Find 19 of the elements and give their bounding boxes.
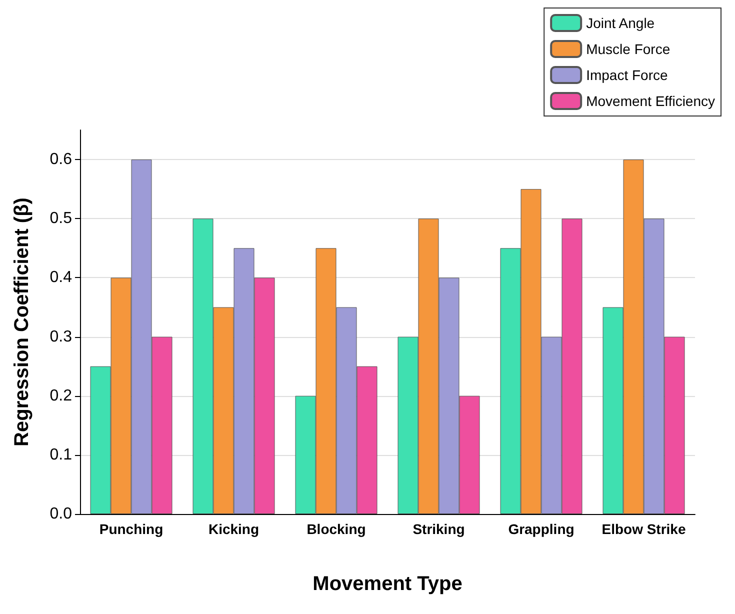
y-tick-label: 0.5 bbox=[50, 210, 72, 228]
x-tick-label: Grappling bbox=[508, 521, 574, 537]
y-tick-label: 0.4 bbox=[50, 269, 72, 286]
x-tick-label: Punching bbox=[99, 521, 164, 537]
x-tick-label: Blocking bbox=[306, 521, 366, 537]
y-axis-title: Regression Coefficient (β) bbox=[11, 198, 33, 446]
x-tick-label: Kicking bbox=[208, 521, 260, 537]
x-tick-label: Elbow Strike bbox=[602, 521, 686, 537]
legend-label: Movement Efficiency bbox=[586, 93, 715, 109]
x-tick-label: Striking bbox=[412, 521, 465, 537]
legend-label: Impact Force bbox=[586, 67, 668, 83]
y-tick-label: 0.6 bbox=[50, 151, 72, 168]
y-tick-label: 0.2 bbox=[50, 387, 72, 404]
legend-label: Muscle Force bbox=[586, 41, 670, 57]
y-tick-label: 0.1 bbox=[50, 446, 72, 464]
x-axis-title: Movement Type bbox=[312, 573, 462, 595]
y-tick-label: 0.0 bbox=[50, 506, 72, 522]
legend-label: Joint Angle bbox=[586, 15, 655, 31]
y-tick-label: 0.3 bbox=[50, 328, 72, 346]
